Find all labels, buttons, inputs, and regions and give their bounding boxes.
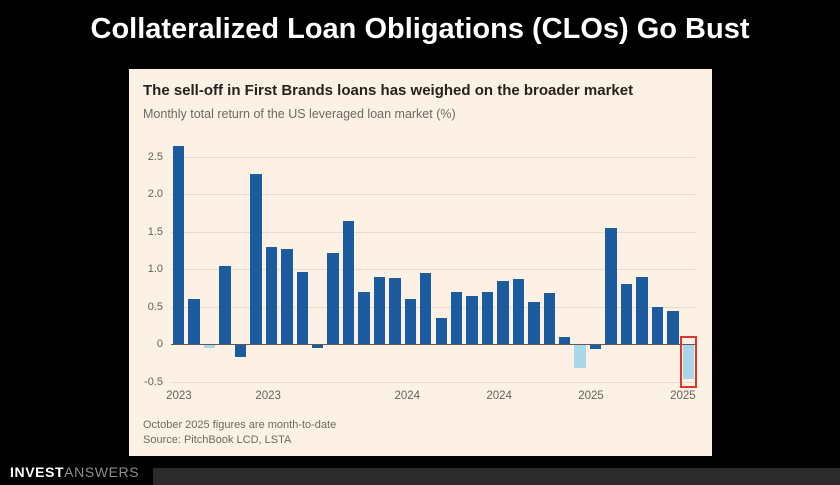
chart-title: The sell-off in First Brands loans has w… bbox=[143, 82, 634, 99]
bar bbox=[543, 292, 556, 345]
x-tick-label: 2024 bbox=[486, 390, 512, 402]
bar bbox=[342, 220, 355, 345]
annotation-highlight-box bbox=[679, 336, 697, 389]
chart-footnotes: October 2025 figures are month-to-date S… bbox=[143, 418, 712, 448]
x-tick-label: 2023 bbox=[255, 390, 281, 402]
chart-source: Source: PitchBook LCD, LSTA bbox=[143, 434, 292, 446]
bar bbox=[589, 345, 602, 350]
bar bbox=[327, 252, 339, 345]
bar bbox=[620, 284, 633, 345]
bar bbox=[188, 299, 200, 345]
bar bbox=[481, 291, 494, 345]
bar bbox=[281, 249, 293, 345]
page-title: Collateralized Loan Obligations (CLOs) G… bbox=[90, 13, 750, 45]
bar bbox=[450, 291, 463, 345]
plot-area: 2.5 2.0 1.5 1.0 0.5 0 -0.5 2023 2023 2024 2024 2025… bbox=[144, 138, 697, 402]
bar bbox=[219, 265, 231, 345]
y-tick-label: 1.0 bbox=[147, 263, 163, 276]
bar bbox=[497, 280, 509, 345]
bar bbox=[173, 145, 185, 345]
bar bbox=[250, 174, 262, 345]
brand-logo-light: ANSWERS bbox=[64, 464, 140, 480]
y-tick-label: 1.5 bbox=[147, 225, 163, 238]
bar bbox=[404, 299, 417, 345]
chart-subtitle: Monthly total return of the US leveraged… bbox=[143, 107, 456, 121]
gridline bbox=[171, 231, 696, 233]
bar bbox=[682, 345, 694, 380]
zero-axis-line bbox=[171, 344, 696, 346]
bar bbox=[373, 276, 386, 345]
bar bbox=[265, 246, 278, 345]
bar bbox=[420, 273, 432, 345]
bar bbox=[667, 310, 679, 345]
gridline bbox=[171, 269, 696, 271]
bar bbox=[651, 306, 664, 345]
brand-logo: INVESTANSWERS bbox=[10, 464, 139, 480]
bar bbox=[466, 295, 478, 345]
gridline bbox=[171, 156, 696, 158]
chart-panel: The sell-off in First Brands loans has w… bbox=[129, 69, 712, 456]
bar bbox=[574, 345, 586, 368]
chart-footnote: October 2025 figures are month-to-date bbox=[143, 419, 337, 431]
brand-logo-bold: INVEST bbox=[10, 464, 65, 480]
bar bbox=[512, 279, 525, 345]
bar bbox=[234, 345, 247, 357]
bottom-strip bbox=[153, 468, 840, 485]
bar bbox=[559, 336, 571, 345]
bar bbox=[605, 228, 617, 345]
y-tick-label: -0.5 bbox=[144, 376, 163, 388]
x-tick-label: 2025 bbox=[670, 390, 696, 402]
bar bbox=[358, 291, 370, 345]
y-tick-label: 2.0 bbox=[147, 188, 163, 201]
x-tick-label: 2025 bbox=[578, 390, 604, 402]
gridline bbox=[171, 306, 696, 308]
bar bbox=[311, 345, 324, 348]
y-tick-label: 2.5 bbox=[147, 150, 163, 163]
gridline bbox=[171, 382, 696, 383]
y-tick-label: 0 bbox=[156, 338, 163, 351]
bar bbox=[435, 318, 447, 345]
y-tick-label: 0.5 bbox=[147, 300, 163, 313]
x-tick-label: 2023 bbox=[166, 390, 192, 402]
bar bbox=[528, 301, 540, 345]
bar bbox=[389, 278, 401, 345]
x-tick-label: 2024 bbox=[394, 390, 421, 402]
bar bbox=[296, 271, 308, 345]
gridline bbox=[171, 194, 696, 196]
bar bbox=[203, 345, 216, 348]
bar bbox=[636, 276, 648, 345]
